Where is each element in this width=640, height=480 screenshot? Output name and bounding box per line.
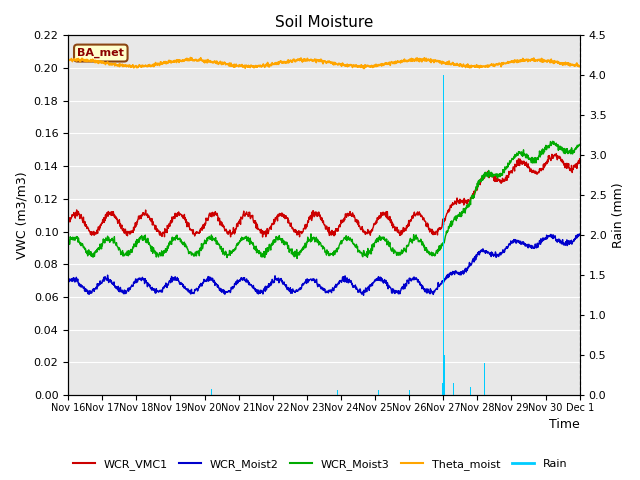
Y-axis label: Rain (mm): Rain (mm) — [612, 182, 625, 248]
Legend: WCR_VMC1, WCR_Moist2, WCR_Moist3, Theta_moist, Rain: WCR_VMC1, WCR_Moist2, WCR_Moist3, Theta_… — [68, 455, 572, 474]
Text: BA_met: BA_met — [77, 48, 124, 58]
X-axis label: Time: Time — [549, 419, 580, 432]
Y-axis label: VWC (m3/m3): VWC (m3/m3) — [15, 171, 28, 259]
Title: Soil Moisture: Soil Moisture — [275, 15, 373, 30]
